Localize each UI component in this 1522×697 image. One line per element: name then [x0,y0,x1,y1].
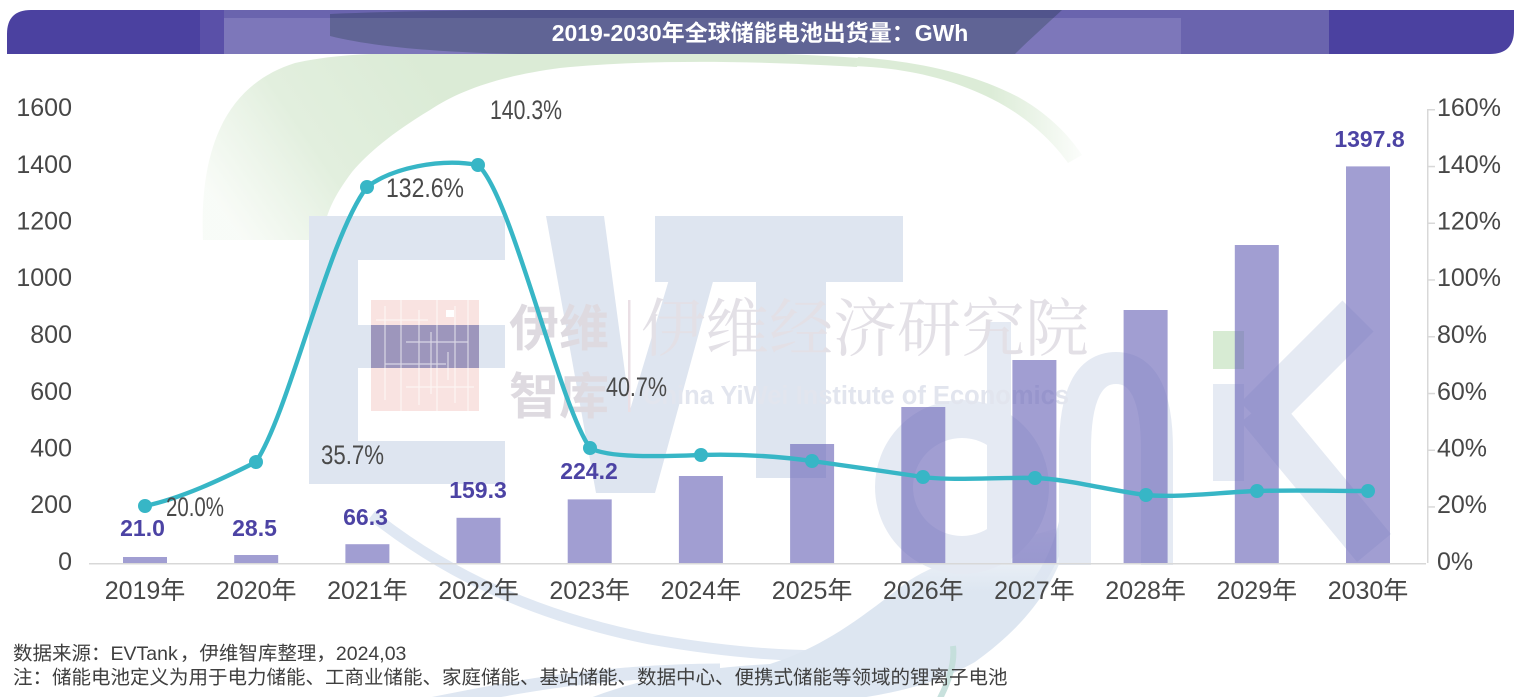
svg-text:35.7%: 35.7% [321,440,384,470]
svg-text:40.7%: 40.7% [606,372,667,402]
svg-text:40%: 40% [1437,435,1487,463]
svg-text:2020: 2020 [216,577,272,605]
svg-text:GWh: GWh [915,20,969,46]
svg-text:2023: 2023 [549,577,605,605]
svg-text:120%: 120% [1437,208,1501,236]
svg-text:2029: 2029 [1217,577,1273,605]
svg-text:China YiWei Institute of Econo: China YiWei Institute of Economics [643,382,1069,410]
svg-text:400: 400 [30,435,72,463]
svg-text:2024,03: 2024,03 [336,643,407,665]
svg-text:800: 800 [30,321,72,349]
svg-text:2030: 2030 [1328,577,1384,605]
svg-text:60%: 60% [1437,378,1487,406]
svg-text:600: 600 [30,378,72,406]
svg-text:2028: 2028 [1105,577,1161,605]
svg-text:159.3: 159.3 [449,477,507,503]
svg-text:66.3: 66.3 [343,504,388,530]
svg-text:132.6%: 132.6% [386,173,464,203]
svg-text:140.3%: 140.3% [490,95,562,125]
svg-text:2025: 2025 [772,577,828,605]
svg-text:160%: 160% [1437,94,1501,122]
svg-text:20.0%: 20.0% [166,492,224,522]
svg-text:2019: 2019 [105,577,161,605]
svg-text:2027: 2027 [994,577,1050,605]
svg-text:1600: 1600 [16,94,72,122]
svg-text:28.5: 28.5 [232,515,277,541]
svg-text:2024: 2024 [661,577,717,605]
svg-text:1000: 1000 [16,264,72,292]
svg-text:20%: 20% [1437,491,1487,519]
svg-text:0: 0 [58,548,72,576]
svg-text:2026: 2026 [883,577,939,605]
svg-text:80%: 80% [1437,321,1487,349]
svg-text:21.0: 21.0 [120,515,165,541]
svg-text:1200: 1200 [16,208,72,236]
svg-text:140%: 140% [1437,151,1501,179]
svg-text:224.2: 224.2 [560,458,618,484]
svg-text:EVTank: EVTank [111,643,178,665]
svg-text:2019-2030: 2019-2030 [552,20,662,46]
svg-text:200: 200 [30,491,72,519]
svg-text:2022: 2022 [438,577,494,605]
svg-text:2021: 2021 [327,577,383,605]
svg-text:0%: 0% [1437,548,1473,576]
svg-text:100%: 100% [1437,264,1501,292]
svg-text:1400: 1400 [16,151,72,179]
svg-text:1397.8: 1397.8 [1334,126,1405,152]
